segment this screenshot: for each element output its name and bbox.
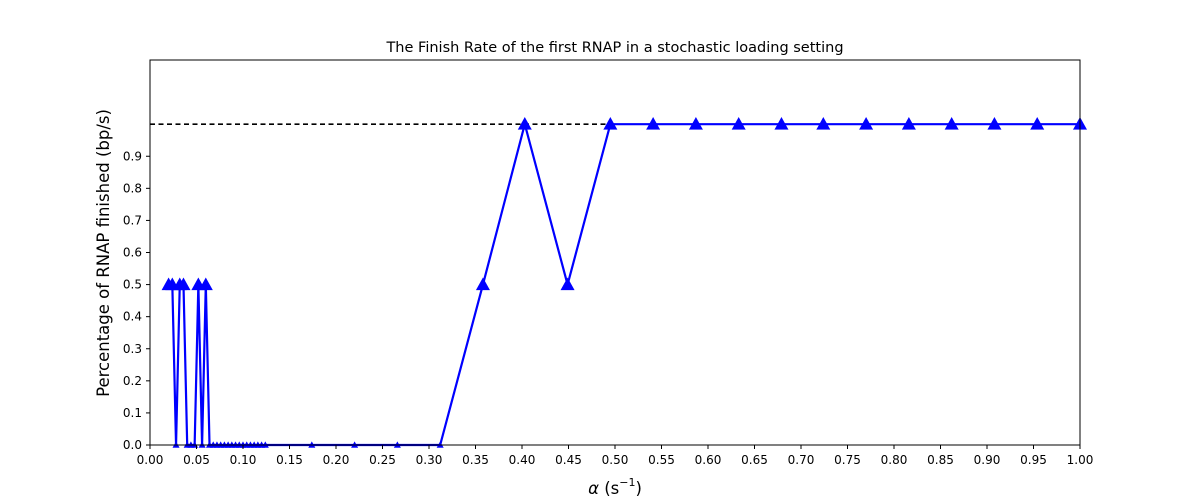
data-point [198, 277, 213, 291]
data-point [987, 117, 1002, 130]
x-tick-label: 0.70 [788, 453, 815, 467]
y-tick-label: 0.0 [123, 438, 142, 452]
y-tick-label: 0.4 [123, 310, 142, 324]
data-point [475, 277, 490, 291]
x-tick-label: 0.80 [881, 453, 908, 467]
y-tick-label: 0.2 [123, 374, 142, 388]
x-tick-label: 0.75 [834, 453, 861, 467]
y-tick-label: 0.9 [123, 149, 142, 163]
y-tick-label: 0.1 [123, 406, 142, 420]
x-tick-label: 0.65 [741, 453, 768, 467]
x-tick-label: 0.55 [648, 453, 675, 467]
series-line [168, 119, 1080, 447]
x-tick-label: 0.00 [137, 453, 164, 467]
x-tick-label: 0.05 [183, 453, 210, 467]
x-tick-label: 0.15 [276, 453, 303, 467]
x-axis: 0.00 0.05 0.10 0.15 0.20 0.25 0.30 0.35 0.40 0.45… [137, 445, 1094, 467]
data-point [1030, 117, 1045, 130]
data-point [901, 117, 916, 130]
data-point [816, 117, 831, 130]
x-tick-label: 0.95 [1020, 453, 1047, 467]
x-tick-label: 0.30 [416, 453, 443, 467]
y-tick-label: 0.7 [123, 213, 142, 227]
x-axis-label-close: ) [635, 479, 641, 498]
y-tick-label: 0.5 [123, 278, 142, 292]
data-point [560, 277, 575, 291]
x-tick-label: 1.00 [1067, 453, 1094, 467]
data-point [646, 117, 661, 130]
data-point [944, 117, 959, 130]
plot-area [150, 117, 1088, 448]
x-tick-label: 0.60 [695, 453, 722, 467]
x-axis-label: α (s−1) [588, 476, 642, 498]
y-axis: 0.0 0.1 0.2 0.3 0.4 0.5 0.6 0.7 0.8 0.9 [123, 149, 150, 452]
data-point [774, 117, 789, 130]
x-tick-label: 0.10 [230, 453, 257, 467]
data-point [731, 117, 746, 130]
axes-frame [149, 59, 1081, 446]
x-tick-label: 0.50 [602, 453, 629, 467]
y-tick-label: 0.8 [123, 181, 142, 195]
x-tick-label: 0.35 [462, 453, 489, 467]
x-axis-label-symbol: α [588, 479, 599, 498]
y-tick-label: 0.6 [123, 246, 142, 260]
x-tick-label: 0.45 [555, 453, 582, 467]
data-point [859, 117, 874, 130]
chart-title: The Finish Rate of the first RNAP in a s… [385, 40, 843, 56]
x-axis-label-unit: (s [604, 479, 619, 498]
data-point [688, 117, 703, 130]
x-axis-label-exponent: −1 [619, 476, 635, 489]
x-tick-label: 0.90 [974, 453, 1001, 467]
data-point [176, 277, 191, 291]
x-tick-label: 0.25 [369, 453, 396, 467]
x-tick-label: 0.85 [927, 453, 954, 467]
x-tick-label: 0.20 [323, 453, 350, 467]
y-tick-label: 0.3 [123, 342, 142, 356]
x-tick-label: 0.40 [509, 453, 536, 467]
data-point [517, 117, 532, 130]
y-axis-label: Percentage of RNAP finished (bp/s) [94, 109, 113, 397]
data-point [603, 117, 618, 130]
